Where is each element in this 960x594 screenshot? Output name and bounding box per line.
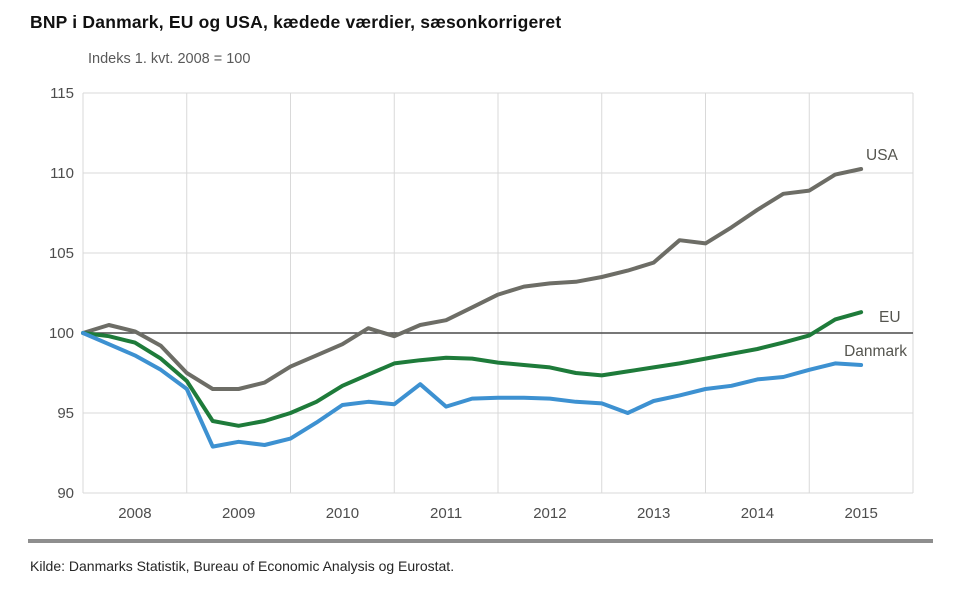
y-axis-tick-label: 90 bbox=[57, 485, 74, 502]
series-label-usa: USA bbox=[866, 147, 899, 164]
footer-divider bbox=[28, 539, 933, 543]
x-axis-tick-label: 2015 bbox=[844, 505, 877, 522]
x-axis-tick-label: 2014 bbox=[741, 505, 774, 522]
series-line-danmark bbox=[81, 331, 864, 449]
y-axis-tick-label: 110 bbox=[50, 165, 74, 182]
source-text: Kilde: Danmarks Statistik, Bureau of Eco… bbox=[30, 558, 455, 574]
x-axis-tick-label: 2009 bbox=[222, 505, 255, 522]
y-axis-tick-label: 105 bbox=[49, 245, 74, 262]
y-axis-tick-label: 95 bbox=[57, 405, 74, 422]
x-axis-tick-label: 2008 bbox=[118, 505, 151, 522]
series-line-usa bbox=[81, 167, 864, 391]
x-axis-tick-label: 2011 bbox=[430, 505, 462, 522]
x-axis-tick-label: 2012 bbox=[533, 505, 566, 522]
x-axis-tick-label: 2010 bbox=[326, 505, 359, 522]
x-axis-tick-label: 2013 bbox=[637, 505, 670, 522]
gdp-line-chart: 90 95 100 105 110 115 2008 2009 2010 2011 2012 2013… bbox=[49, 85, 914, 522]
y-axis-tick-label: 115 bbox=[50, 85, 74, 102]
chart-title: BNP i Danmark, EU og USA, kædede værdier… bbox=[30, 12, 562, 32]
series-label-danmark: Danmark bbox=[844, 343, 907, 360]
chart-subtitle: Indeks 1. kvt. 2008 = 100 bbox=[88, 51, 251, 67]
series-label-eu: EU bbox=[879, 309, 901, 326]
y-axis-tick-label: 100 bbox=[49, 325, 74, 342]
series-line-eu bbox=[81, 310, 864, 428]
